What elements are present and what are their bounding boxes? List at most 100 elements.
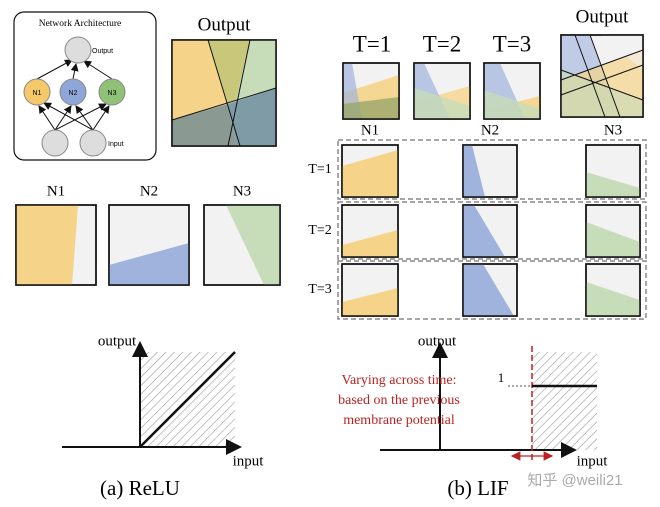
timestep-title: T=2 <box>423 31 462 56</box>
shape <box>560 69 644 101</box>
input-node <box>79 129 107 157</box>
shape <box>171 39 277 147</box>
shape <box>589 34 621 118</box>
timestep-title: T=3 <box>493 31 532 56</box>
neuron-label: N3 <box>604 122 622 138</box>
output-node <box>64 36 92 64</box>
shape <box>585 144 641 198</box>
neuron-label: N1 <box>47 183 65 199</box>
shape <box>414 88 470 119</box>
output-node-label: Output <box>92 48 113 55</box>
lif-timestep-outputs <box>342 34 644 120</box>
shape <box>75 105 94 131</box>
shape <box>341 144 399 198</box>
shape <box>463 205 505 257</box>
caption: (a) ReLU <box>100 476 180 500</box>
shape <box>83 60 113 80</box>
shape <box>203 204 281 286</box>
timestep-title: T=1 <box>353 31 392 56</box>
shape <box>561 70 643 117</box>
shape <box>172 104 236 146</box>
relu-output <box>171 39 277 147</box>
shape <box>337 260 647 320</box>
shape <box>343 97 399 119</box>
shape <box>54 105 72 131</box>
shape <box>228 88 276 146</box>
shape <box>337 201 647 260</box>
shape <box>532 352 597 450</box>
group <box>560 34 644 118</box>
threshold-label: 1 <box>498 370 505 385</box>
shape <box>109 243 189 285</box>
shape <box>574 34 606 118</box>
shape <box>207 39 241 147</box>
annotation: based on the previous <box>338 393 460 408</box>
shape <box>226 205 280 285</box>
group <box>171 39 277 147</box>
shape <box>54 103 107 131</box>
neuron-label: N3 <box>233 183 251 199</box>
shape <box>413 62 471 120</box>
shape <box>227 39 251 147</box>
shape <box>585 263 641 317</box>
shape <box>171 87 277 121</box>
shape <box>92 105 110 131</box>
shape <box>462 144 518 198</box>
shape <box>43 102 94 131</box>
shape <box>600 35 643 70</box>
network-title: Network Architecture <box>39 19 122 29</box>
shape <box>342 62 400 120</box>
node-n1 <box>23 78 51 106</box>
shape <box>337 139 647 200</box>
neuron-label: N1 <box>361 122 379 138</box>
lif-neuron-grid <box>337 139 647 320</box>
shape <box>341 204 399 258</box>
shape <box>585 204 641 258</box>
shape <box>139 351 236 448</box>
lif-plot: output 1 Varying across time: based on t… <box>338 333 608 469</box>
node-n3 <box>98 78 126 106</box>
network-edges <box>36 59 113 131</box>
y-axis-label: output <box>418 333 457 349</box>
shape <box>341 263 399 317</box>
shape <box>342 288 398 316</box>
shape <box>586 222 640 257</box>
shape <box>15 204 97 286</box>
shape <box>36 59 73 80</box>
shape <box>462 204 518 258</box>
node-label: N3 <box>108 90 117 97</box>
shape <box>70 63 79 80</box>
x-axis-label: input <box>577 453 609 469</box>
row-label: T=1 <box>308 162 331 177</box>
watermark: 知乎 @weili21 <box>527 472 622 489</box>
shape <box>463 264 514 316</box>
shape <box>236 40 276 100</box>
neuron-label: N2 <box>481 122 499 138</box>
caption: (b) LIF <box>447 476 508 500</box>
shape <box>560 64 644 96</box>
input-node <box>41 129 69 157</box>
shape <box>484 90 540 119</box>
shape <box>462 263 518 317</box>
annotation: membrane potential <box>343 413 455 428</box>
shape <box>108 204 190 286</box>
row-label: T=2 <box>308 223 331 238</box>
y-axis-label: output <box>98 333 137 349</box>
shape <box>560 34 644 118</box>
network-box: Network Architecture Output N1 N2 N3 Inp… <box>13 11 157 161</box>
relu-plot: output input <box>62 333 264 469</box>
shape <box>208 40 250 104</box>
shape <box>483 62 541 120</box>
neuron-label: N2 <box>140 183 158 199</box>
node-n2 <box>59 78 87 106</box>
output-title: Output <box>198 14 252 35</box>
shape <box>342 150 398 197</box>
node-label: N1 <box>33 90 42 97</box>
shape <box>16 205 78 285</box>
x-axis-label: input <box>233 453 265 469</box>
row-label: T=3 <box>308 282 331 297</box>
node-label: N2 <box>69 90 78 97</box>
relu-neuron-panels <box>15 204 281 286</box>
shape <box>586 282 640 316</box>
